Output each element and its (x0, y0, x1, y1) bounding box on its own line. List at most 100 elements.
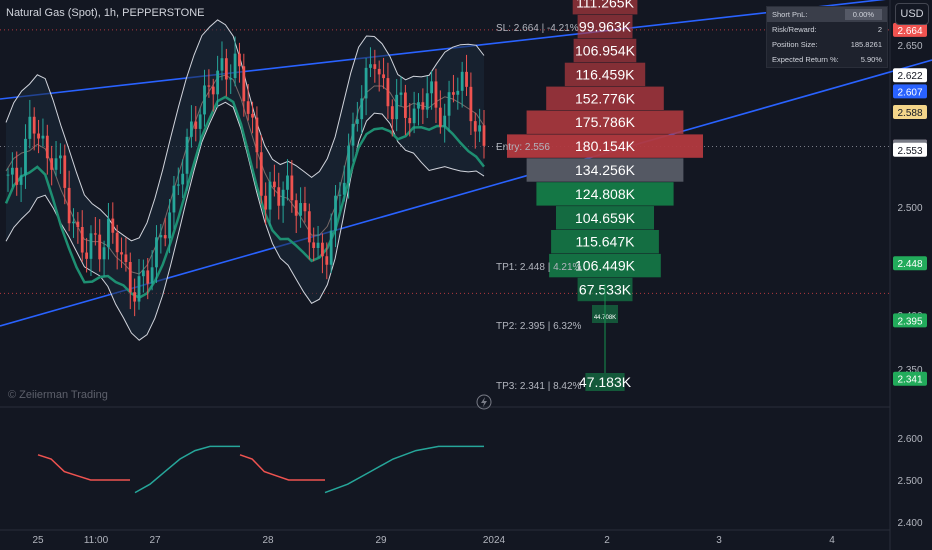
candle-body (207, 85, 211, 87)
candle-body (28, 116, 32, 139)
pnl-row-size: Position Size: 185.8261 (767, 37, 887, 52)
candle-body (325, 256, 329, 265)
candle-body (172, 185, 176, 213)
band-lower (5, 101, 485, 341)
price-tag (893, 256, 927, 271)
watermark: © Zeiierman Trading (8, 389, 108, 401)
currency-button[interactable]: USD (895, 3, 929, 25)
price-tag (893, 371, 927, 386)
price-label: 2.607 (897, 87, 922, 98)
lightning-glyph (481, 397, 487, 407)
candle-body (408, 117, 412, 124)
candle-body (360, 98, 364, 120)
price-label: 2.622 (897, 71, 922, 82)
pnl-label: Risk/Reward: (772, 25, 817, 34)
pnl-label: Position Size: (772, 40, 818, 49)
tp2-label: TP2: 2.395 | 6.32% (496, 321, 582, 332)
candle-body (41, 135, 45, 139)
candle-body (159, 235, 163, 238)
price-tag (893, 313, 927, 328)
candle-body (194, 121, 198, 129)
candle-body (229, 78, 233, 80)
candle-body (93, 233, 97, 235)
pnl-panel: Short PnL: 0.00% Risk/Reward: 2 Position… (766, 6, 888, 68)
candle-body (211, 86, 215, 95)
candle-body (321, 242, 324, 257)
volume-profile-label: 124.808K (575, 186, 636, 202)
pnl-label: Expected Return %: (772, 55, 839, 64)
candle-body (146, 270, 150, 284)
candle-body (434, 81, 438, 108)
candle-body (412, 108, 416, 124)
candle-body (268, 181, 272, 210)
pnl-row-return: Expected Return %: 5.90% (767, 52, 887, 67)
pnl-value: 2 (877, 25, 882, 34)
osc-axis-tick: 2.500 (897, 476, 922, 487)
candle-body (421, 102, 425, 110)
candle-body (80, 227, 84, 253)
candle-body (128, 261, 132, 293)
time-axis-tick: 2024 (483, 535, 506, 546)
candle-body (107, 218, 110, 248)
candle-body (277, 187, 281, 206)
time-axis-tick: 25 (32, 535, 44, 546)
candle-body (54, 158, 58, 170)
candle-body (473, 121, 477, 132)
volume-profile-label: 116.459K (576, 66, 636, 82)
price-tag (893, 68, 927, 83)
volume-profile-bar (526, 110, 684, 134)
candle-body (438, 107, 442, 127)
candle-body (185, 136, 189, 174)
candle-body (281, 189, 285, 206)
volume-profile-bar (536, 182, 674, 206)
candle-body (369, 64, 372, 68)
candle-body (452, 92, 455, 95)
candle-body (203, 85, 206, 115)
price-label: 2.588 (897, 108, 922, 119)
volume-profile-label: 47.183K (579, 374, 632, 390)
candle-body (168, 212, 171, 239)
candle-body (382, 74, 385, 79)
candle-body (316, 242, 320, 248)
candle-body (307, 211, 311, 243)
candle-body (272, 181, 276, 188)
candle-body (67, 187, 71, 224)
candle-body (399, 92, 403, 95)
pnl-row-risk: Risk/Reward: 2 (767, 22, 887, 37)
volume-profile-bar (546, 86, 664, 110)
candle-body (19, 175, 23, 185)
candle-body (355, 119, 359, 124)
time-axis-tick: 28 (262, 535, 274, 546)
candle-body (390, 106, 394, 120)
candle-body (386, 78, 390, 107)
candle-body (155, 237, 158, 268)
candle-body (15, 167, 19, 185)
time-axis-tick: 4 (829, 535, 835, 546)
candle-body (478, 125, 482, 132)
candle-body (6, 174, 10, 176)
candle-body (264, 195, 268, 210)
candle-body (286, 175, 289, 190)
osc-axis-tick: 2.400 (897, 518, 922, 529)
volume-profile-label: 104.659K (575, 210, 636, 226)
trend-line-green (4, 95, 485, 300)
pnl-value: 5.90% (860, 55, 882, 64)
price-label: 2.664 (897, 26, 922, 37)
oscillator-series-green-2 (324, 445, 484, 494)
candle-body (334, 195, 337, 231)
candle-body (377, 68, 381, 75)
candle-body (76, 221, 80, 228)
candle-body (133, 292, 137, 302)
candle-body (85, 252, 89, 259)
candle-body (373, 64, 377, 69)
candle-body (224, 58, 228, 80)
oscillator-series-red (37, 454, 130, 481)
candle-body (120, 252, 123, 255)
oscillator-series-green (134, 445, 240, 494)
osc-axis-tick: 2.600 (897, 434, 922, 445)
volume-profile-bar (585, 373, 625, 391)
candle-body (45, 135, 49, 159)
price-label: 2.553 (897, 146, 922, 157)
time-axis-tick: 3 (716, 535, 722, 546)
candle-body (395, 94, 399, 120)
